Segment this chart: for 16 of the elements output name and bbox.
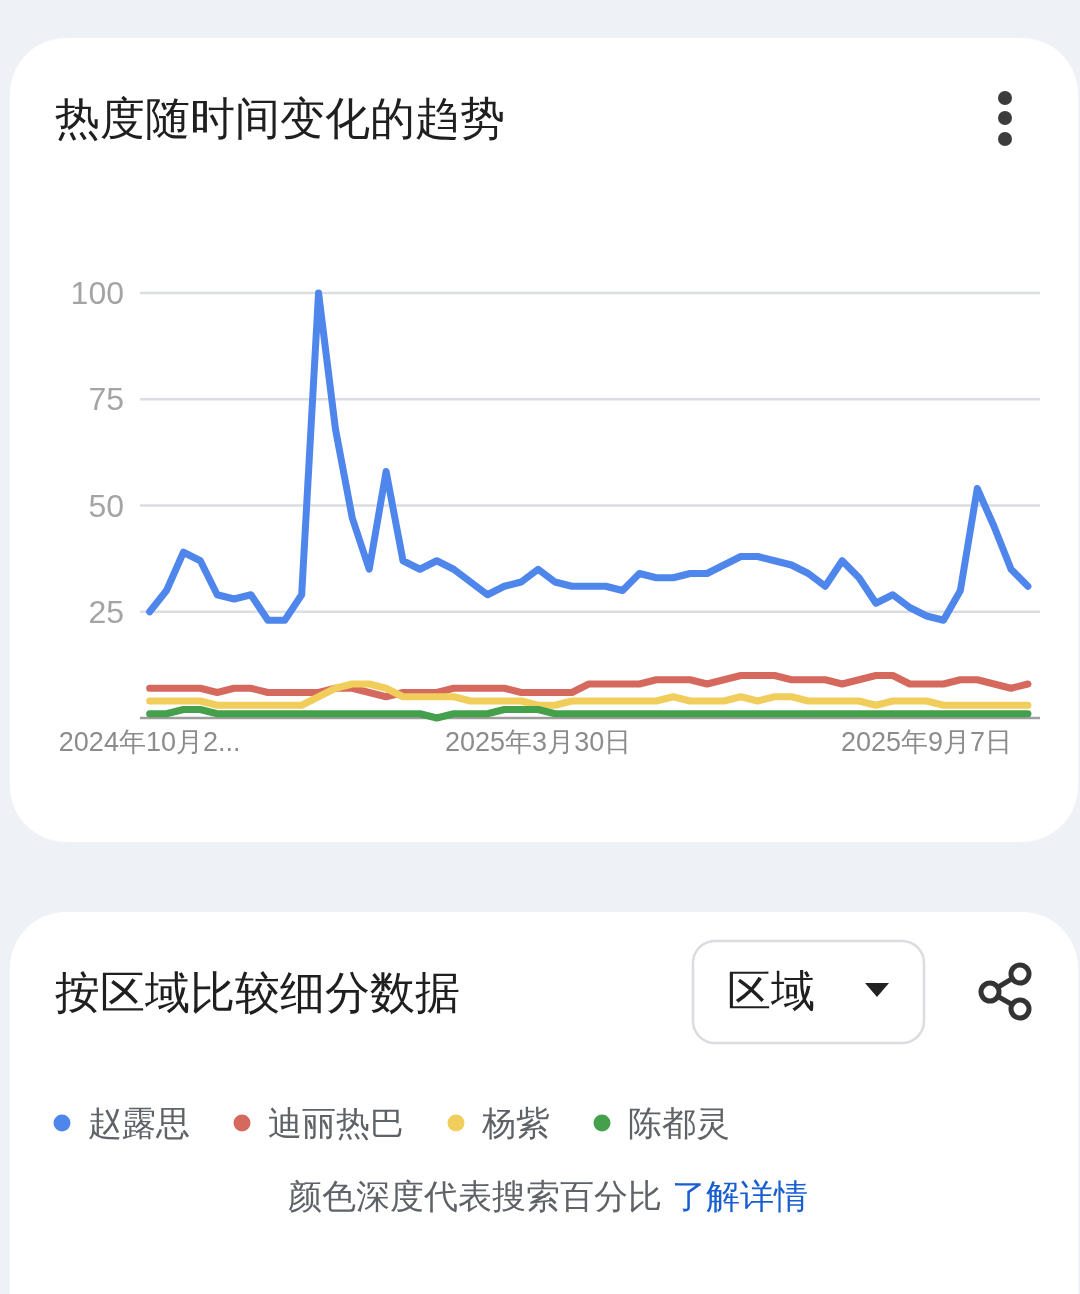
y-tick-label: 25 bbox=[88, 593, 124, 630]
annotation: 按区域比较细分数据 bbox=[55, 966, 460, 1018]
annotation: 区域 bbox=[727, 965, 815, 1015]
title: 热度随时间变化的趋势 bbox=[55, 92, 505, 144]
legend-label: 迪丽热巴 bbox=[268, 1104, 404, 1142]
x-tick-label: 2025年9月7日 bbox=[841, 727, 1013, 757]
legend-label: 杨紫 bbox=[481, 1104, 550, 1142]
y-tick-label: 75 bbox=[88, 381, 124, 418]
legend-label: 陈都灵 bbox=[628, 1104, 730, 1142]
legend-label: 赵露思 bbox=[88, 1104, 190, 1142]
y-tick-label: 100 bbox=[70, 275, 124, 311]
annotation: 颜色深度代表搜索百分比 bbox=[288, 1177, 662, 1215]
x-tick-label: 2025年3月30日 bbox=[445, 727, 632, 757]
x-tick-label: 2024年10月2... bbox=[58, 727, 241, 757]
annotation: 了解详情 bbox=[672, 1177, 808, 1215]
y-tick-label: 50 bbox=[88, 487, 124, 524]
